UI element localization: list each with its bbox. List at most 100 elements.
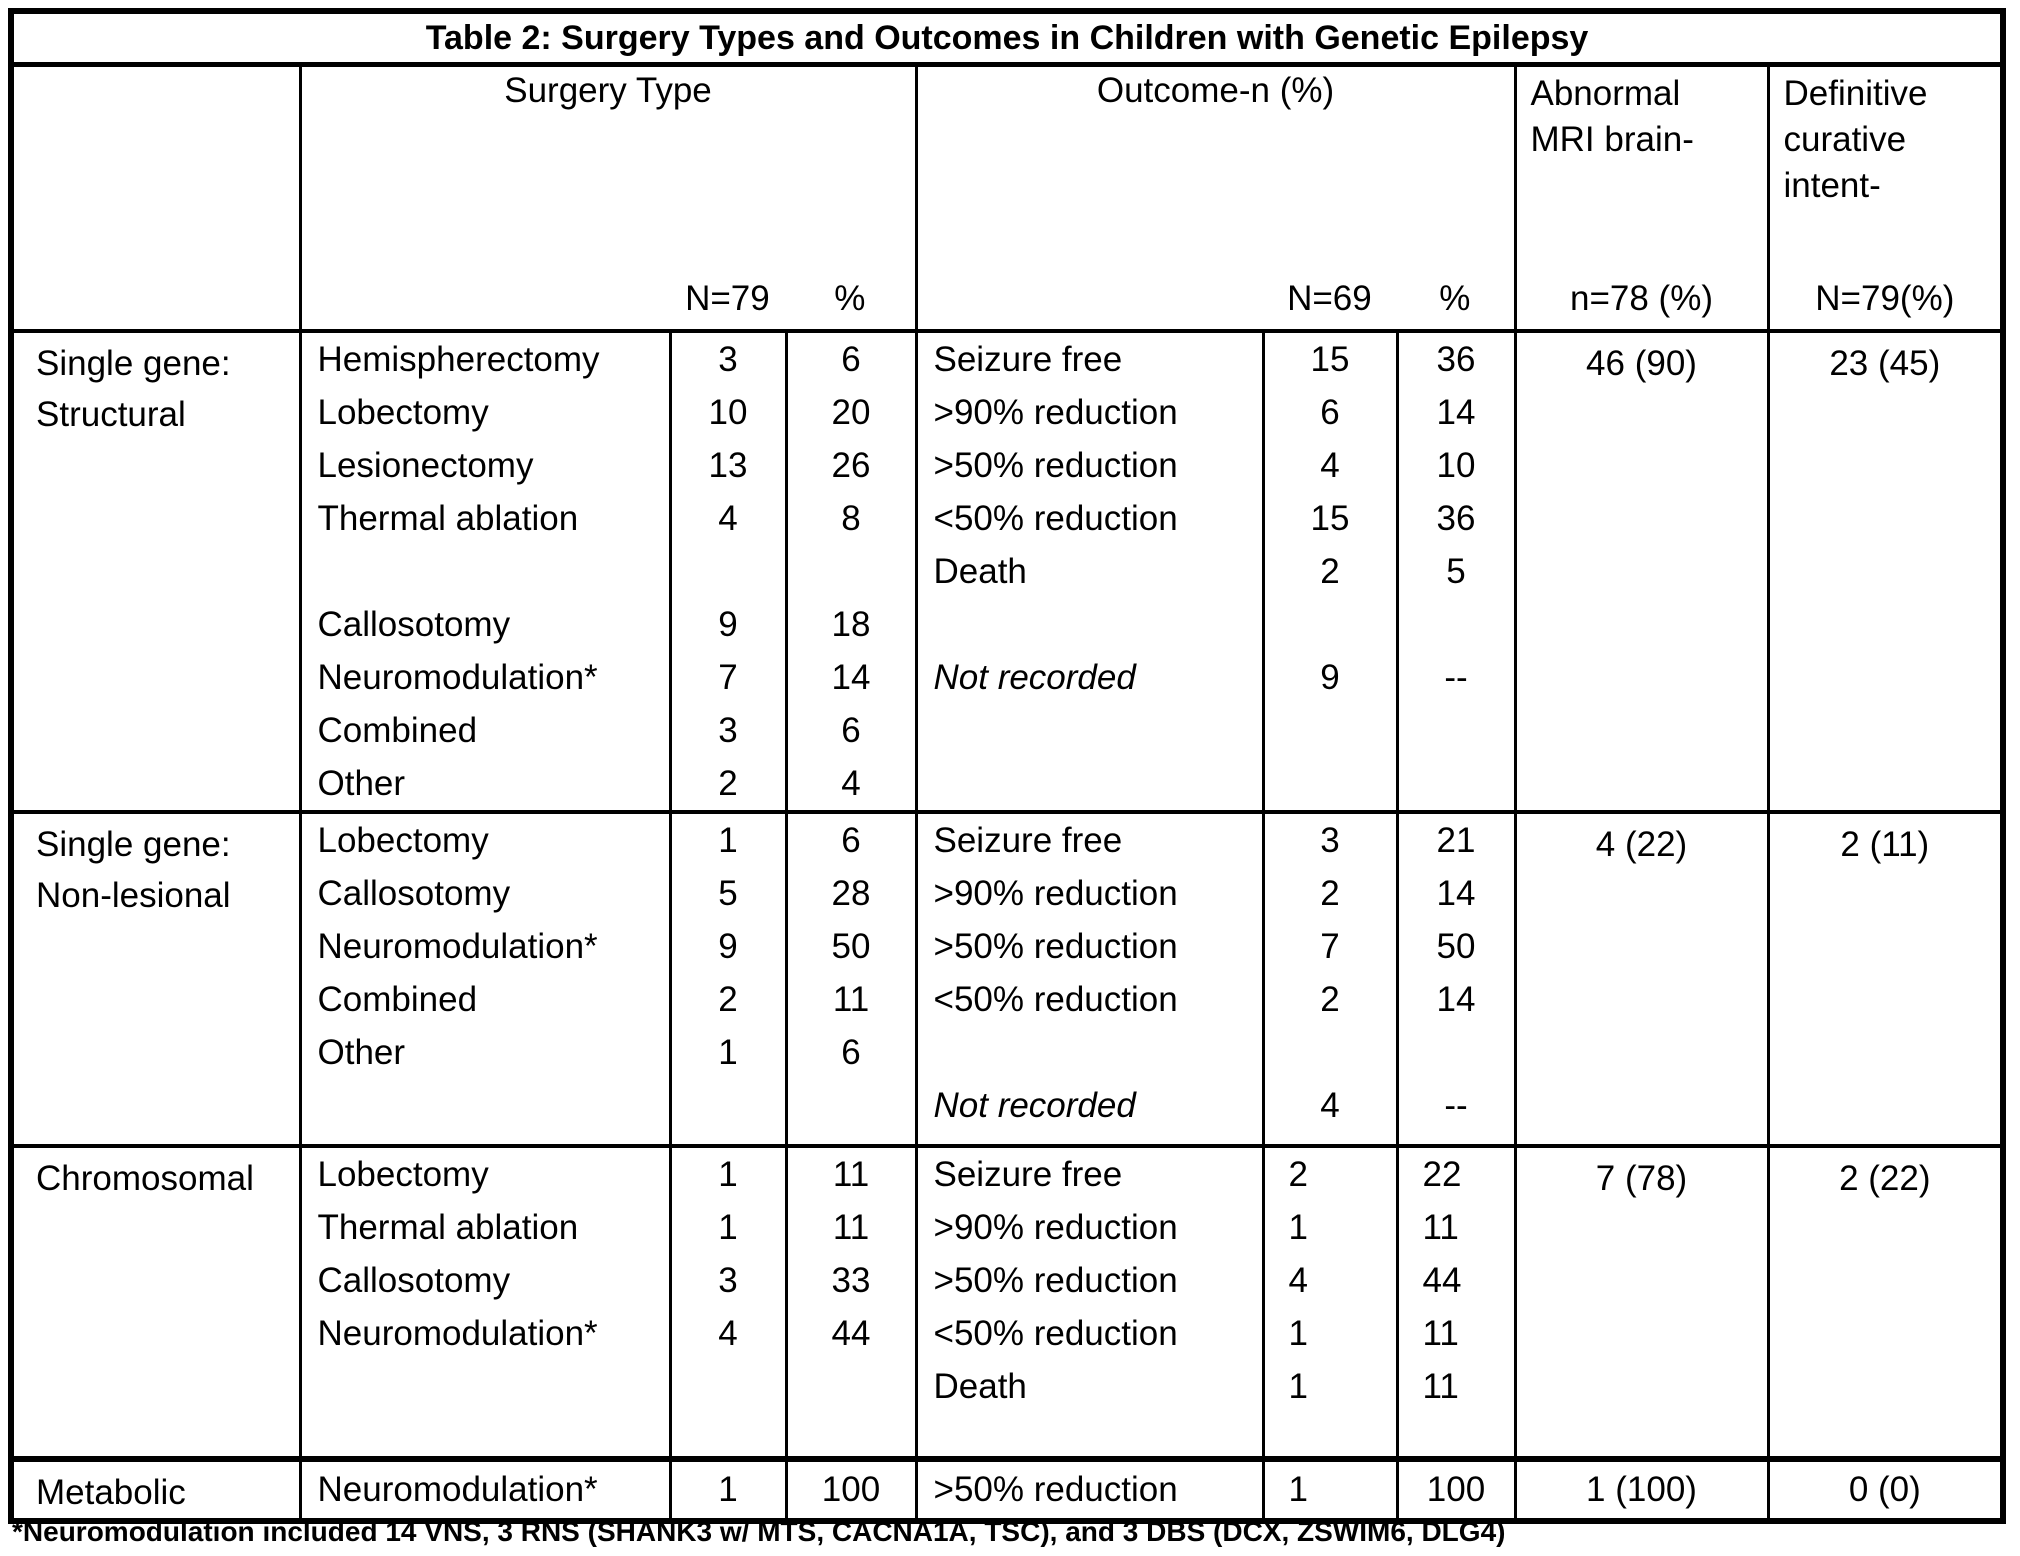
table-row: Thermal ablation 1 11 >90% reduction 1 1… bbox=[11, 1201, 2003, 1254]
outcome-n: 1 bbox=[1261, 1360, 1397, 1413]
surgery-n: 2 bbox=[668, 757, 786, 812]
outcome-label bbox=[914, 757, 1263, 812]
surgery-name: Lobectomy bbox=[298, 386, 670, 439]
surgery-outcomes-table: Table 2: Surgery Types and Outcomes in C… bbox=[8, 8, 2007, 1524]
outcome-label: <50% reduction bbox=[914, 1307, 1263, 1360]
surgery-n: 9 bbox=[668, 920, 786, 973]
surgery-name: Thermal ablation bbox=[298, 1201, 670, 1254]
surgery-name: Neuromodulation* bbox=[298, 920, 670, 973]
curative-subheader: N=79(%) bbox=[1815, 279, 1955, 318]
column-header-abnormal-mri: Abnormal MRI brain- n=78 (%) bbox=[1513, 64, 1768, 331]
table-title: Table 2: Surgery Types and Outcomes in C… bbox=[11, 11, 2004, 67]
surgery-name: Callosotomy bbox=[298, 867, 670, 920]
table-row: Death 2 5 bbox=[11, 545, 2003, 598]
outcome-n: 2 bbox=[1261, 1146, 1397, 1201]
surgery-name: Neuromodulation* bbox=[298, 1459, 670, 1521]
table-row: Neuromodulation* 4 44 <50% reduction 1 1… bbox=[11, 1307, 2003, 1360]
outcome-n-subheader: N=69 bbox=[1287, 279, 1372, 318]
surgery-pct: 6 bbox=[784, 1026, 916, 1079]
outcome-pct: 11 bbox=[1395, 1307, 1515, 1360]
column-header-outcome: Outcome-n (%) N=69 % bbox=[914, 64, 1515, 331]
mri-header-line1: Abnormal bbox=[1530, 74, 1681, 113]
surgery-name: Lobectomy bbox=[298, 1146, 670, 1201]
mri-value: 1 (100) bbox=[1513, 1459, 1768, 1521]
footnote: *Neuromodulation included 14 VNS, 3 RNS … bbox=[12, 1516, 1506, 1547]
group-label: Metabolic bbox=[11, 1459, 300, 1521]
table-title-row: Table 2: Surgery Types and Outcomes in C… bbox=[11, 11, 2004, 67]
outcome-n: 4 bbox=[1261, 1254, 1397, 1307]
surgery-n: 5 bbox=[668, 867, 786, 920]
table-row: Callosotomy 9 18 bbox=[11, 598, 2003, 651]
outcome-label: <50% reduction bbox=[914, 492, 1263, 545]
outcome-n: 2 bbox=[1261, 867, 1397, 920]
outcome-label: Death bbox=[914, 1360, 1263, 1413]
outcome-pct: 14 bbox=[1395, 973, 1515, 1026]
outcome-pct bbox=[1395, 757, 1515, 812]
surgery-pct: 11 bbox=[784, 1146, 916, 1201]
surgery-pct: 28 bbox=[784, 867, 916, 920]
surgery-name: Combined bbox=[298, 973, 670, 1026]
outcome-pct: 50 bbox=[1395, 920, 1515, 973]
curative-header-line2: curative bbox=[1783, 120, 1907, 159]
outcome-label: Seizure free bbox=[914, 1146, 1263, 1201]
surgery-n: 13 bbox=[668, 439, 786, 492]
surgery-pct: 44 bbox=[784, 1307, 916, 1360]
curative-value: 0 (0) bbox=[1766, 1459, 2004, 1521]
surgery-name: Neuromodulation* bbox=[298, 1307, 670, 1360]
surgery-pct: 100 bbox=[784, 1459, 916, 1521]
surgery-type-header-label: Surgery Type bbox=[504, 71, 712, 110]
outcome-pct: 36 bbox=[1395, 331, 1515, 386]
group-label-line2: Non-lesional bbox=[36, 876, 231, 915]
outcome-n: 4 bbox=[1261, 1079, 1397, 1132]
group-label: Single gene: Structural bbox=[11, 331, 300, 812]
outcome-pct: -- bbox=[1395, 651, 1515, 704]
outcome-label: Death bbox=[914, 545, 1263, 598]
curative-header-line3: intent- bbox=[1783, 166, 1881, 205]
group-label-line1: Single gene: bbox=[36, 825, 231, 864]
surgery-name: Hemispherectomy bbox=[298, 331, 670, 386]
mri-value: 46 (90) bbox=[1513, 331, 1768, 812]
outcome-label bbox=[914, 598, 1263, 651]
outcome-pct: 44 bbox=[1395, 1254, 1515, 1307]
mri-subheader: n=78 (%) bbox=[1570, 279, 1713, 318]
outcome-pct bbox=[1395, 1026, 1515, 1079]
outcome-n: 3 bbox=[1261, 812, 1397, 867]
outcome-pct-subheader: % bbox=[1439, 279, 1471, 318]
outcome-label: >50% reduction bbox=[914, 1459, 1263, 1521]
surgery-pct: 6 bbox=[784, 812, 916, 867]
surgery-name bbox=[298, 1360, 670, 1413]
surgery-name: Neuromodulation* bbox=[298, 651, 670, 704]
surgery-n: 3 bbox=[668, 704, 786, 757]
curative-value: 23 (45) bbox=[1766, 331, 2004, 812]
outcome-label: Not recorded bbox=[914, 651, 1263, 704]
table-row: Metabolic Neuromodulation* 1 100 >50% re… bbox=[11, 1459, 2004, 1521]
outcome-pct: 21 bbox=[1395, 812, 1515, 867]
surgery-name: Other bbox=[298, 757, 670, 812]
table-row: Callosotomy 5 28 >90% reduction 2 14 bbox=[11, 867, 2003, 920]
table-row: Lobectomy 10 20 >90% reduction 6 14 bbox=[11, 386, 2003, 439]
surgery-n bbox=[668, 1360, 786, 1413]
surgery-pct: 6 bbox=[784, 331, 916, 386]
surgery-n: 3 bbox=[668, 331, 786, 386]
surgery-n: 7 bbox=[668, 651, 786, 704]
outcome-pct: 5 bbox=[1395, 545, 1515, 598]
surgery-name: Other bbox=[298, 1026, 670, 1079]
surgery-name: Combined bbox=[298, 704, 670, 757]
outcome-label: Seizure free bbox=[914, 331, 1263, 386]
surgery-name: Thermal ablation bbox=[298, 492, 670, 545]
surgery-n: 2 bbox=[668, 973, 786, 1026]
group-label: Chromosomal bbox=[11, 1146, 300, 1459]
outcome-pct bbox=[1395, 704, 1515, 757]
surgery-n bbox=[668, 1079, 786, 1132]
surgery-n: 1 bbox=[668, 1201, 786, 1254]
spacer-row bbox=[11, 1132, 2003, 1146]
outcome-n bbox=[1261, 598, 1397, 651]
table-row: Callosotomy 3 33 >50% reduction 4 44 bbox=[11, 1254, 2003, 1307]
outcome-label: >50% reduction bbox=[914, 439, 1263, 492]
outcome-pct: 36 bbox=[1395, 492, 1515, 545]
mri-value: 4 (22) bbox=[1513, 812, 1768, 1146]
table-row: Death 1 11 bbox=[11, 1360, 2003, 1413]
mri-value: 7 (78) bbox=[1513, 1146, 1768, 1459]
table-row: Other 2 4 bbox=[11, 757, 2003, 812]
curative-value: 2 (22) bbox=[1766, 1146, 2004, 1459]
